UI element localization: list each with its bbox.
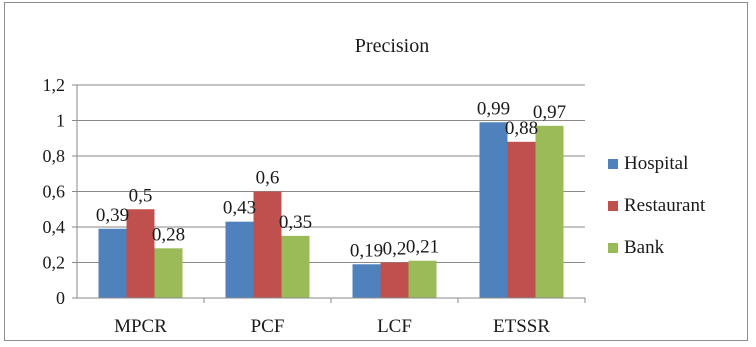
y-tick-label: 0 xyxy=(56,288,65,308)
data-label: 0,19 xyxy=(350,240,383,261)
y-axis-ticks: 0 0,2 0,4 0,6 0,8 1 1,2 xyxy=(43,75,77,308)
x-tick-label: ETSSR xyxy=(493,316,550,337)
x-tick-label: LCF xyxy=(377,316,412,337)
y-tick-label: 0,6 xyxy=(43,182,66,202)
data-label: 0,35 xyxy=(279,212,312,233)
chart-title: Precision xyxy=(355,35,429,57)
x-tick-label: PCF xyxy=(251,316,285,337)
bar-hospital xyxy=(98,228,127,298)
bar-restaurant xyxy=(380,262,409,298)
chart-frame: Precision 0 0,2 0,4 0,6 0,8 1 1,2 0,39 0,5 0,28 0… xyxy=(4,2,748,341)
data-label: 0,43 xyxy=(223,198,256,219)
bar-hospital xyxy=(225,221,254,298)
data-label: 0,88 xyxy=(505,118,538,139)
data-label: 0,21 xyxy=(406,237,439,258)
data-label: 0,99 xyxy=(477,98,510,119)
data-labels: 0,390,5 0,28 0,430,6 0,35 0,19 0,2 0,21 0,990,8… xyxy=(96,98,566,261)
bar-bank xyxy=(154,248,183,298)
bar-bank xyxy=(408,260,437,298)
data-label: 0,28 xyxy=(152,224,185,245)
y-tick-label: 0,2 xyxy=(43,253,66,273)
bar-hospital xyxy=(352,264,381,298)
y-tick-label: 0,8 xyxy=(43,146,66,166)
data-label: 0,39 xyxy=(96,205,129,226)
legend-label: Restaurant xyxy=(624,195,706,216)
bar-restaurant xyxy=(253,191,282,298)
legend-label: Bank xyxy=(624,237,665,258)
data-label: 0,5 xyxy=(129,185,153,206)
y-tick-label: 1 xyxy=(56,111,65,131)
precision-bar-chart: Precision 00,20,40,60,811,2 0,390,50,280… xyxy=(43,35,706,337)
bars xyxy=(98,122,564,299)
data-label: 0,2 xyxy=(383,239,407,260)
bar-bank xyxy=(281,235,310,298)
legend-label: Hospital xyxy=(624,153,688,174)
data-label: 0,6 xyxy=(256,168,280,189)
legend-swatch xyxy=(608,201,618,211)
legend-swatch xyxy=(608,243,618,253)
bar-hospital xyxy=(479,122,508,299)
data-label: 0,97 xyxy=(533,102,566,123)
legend-swatch xyxy=(608,159,618,169)
x-axis: MPCR PCF LCF ETSSR xyxy=(76,85,586,337)
y-tick-label: 0,4 xyxy=(43,217,66,237)
x-tick-label: MPCR xyxy=(114,316,167,337)
bar-restaurant xyxy=(507,141,536,298)
y-tick-label: 1,2 xyxy=(43,75,66,95)
bar-bank xyxy=(535,125,564,298)
legend: Hospital Restaurant Bank xyxy=(608,153,706,258)
bar-restaurant xyxy=(126,209,155,298)
